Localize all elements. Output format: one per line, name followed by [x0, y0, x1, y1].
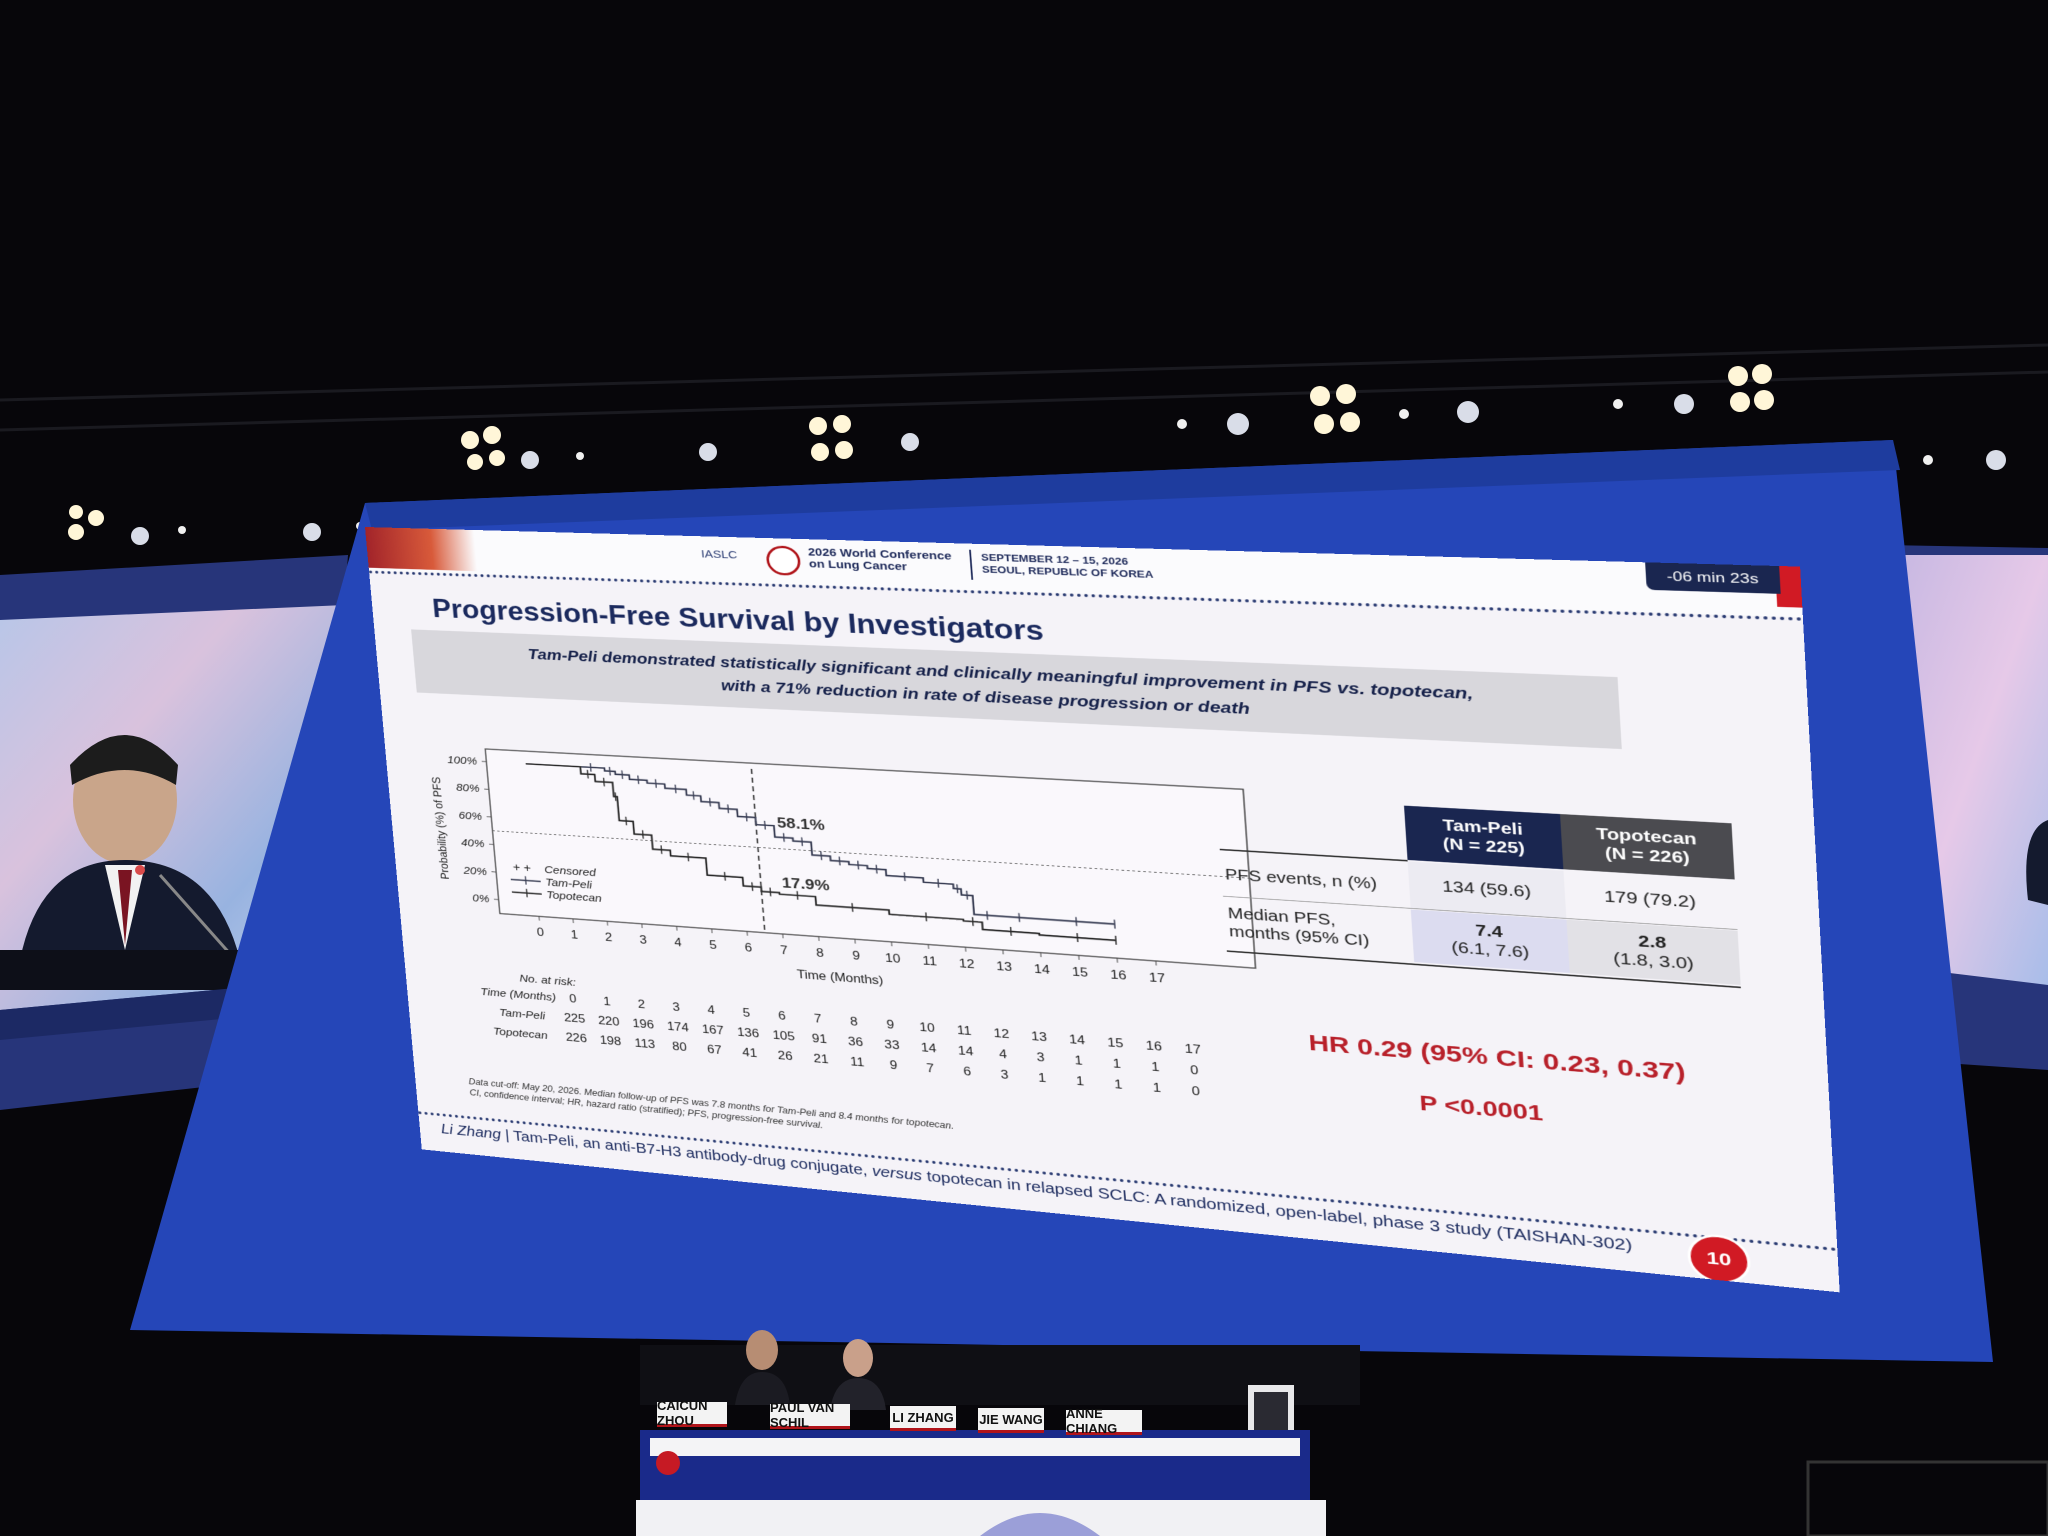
censor-mark	[797, 891, 798, 900]
censor-mark	[661, 845, 662, 854]
censor-mark	[746, 813, 747, 822]
censor-mark	[622, 770, 623, 779]
y-axis-label: Probability (%) of PFS	[430, 776, 452, 879]
risk-value: 196	[627, 1017, 660, 1032]
censor-mark	[1019, 913, 1020, 922]
censor-mark	[626, 817, 627, 826]
x-tick-label: 11	[922, 955, 937, 968]
y-tick-label: 60%	[458, 810, 483, 823]
x-tick-label: 5	[709, 940, 717, 952]
name-plate: CAICUN ZHOU	[657, 1402, 727, 1427]
censor-mark	[938, 879, 939, 888]
risk-time-value: 1	[591, 995, 624, 1010]
censor-mark	[802, 837, 803, 846]
censor-mark	[752, 882, 753, 891]
censor-legend-symbol: + +	[512, 862, 531, 875]
censor-mark	[643, 830, 644, 839]
censor-mark	[783, 833, 784, 842]
x-tick-label: 3	[639, 935, 647, 947]
risk-time-value: 9	[873, 1018, 908, 1034]
risk-time-value: 8	[837, 1015, 872, 1031]
censor-mark	[858, 861, 859, 870]
name-plate: ANNE CHIANG	[1066, 1410, 1142, 1435]
name-plate: LI ZHANG	[890, 1406, 956, 1431]
y-tick-label: 40%	[461, 837, 486, 850]
y-tick-label: 0%	[472, 893, 490, 906]
y-tick-label: 80%	[456, 782, 481, 795]
risk-time-value: 7	[801, 1012, 836, 1028]
censor-mark	[987, 911, 988, 920]
name-plate: PAUL VAN SCHIL	[770, 1404, 850, 1429]
x-tick-label: 1	[570, 930, 578, 942]
risk-time-value: 2	[625, 998, 658, 1013]
censor-mark	[821, 851, 822, 860]
risk-value: 174	[661, 1020, 694, 1035]
censor-mark	[725, 872, 726, 881]
censor-mark	[904, 872, 905, 881]
x-tick-label: 17	[1149, 972, 1166, 986]
survival-annotation: 17.9%	[781, 875, 830, 894]
x-tick-label: 12	[959, 958, 975, 971]
x-tick-label: 9	[852, 950, 860, 963]
risk-time-value: 3	[660, 1000, 693, 1015]
censor-mark	[587, 770, 588, 779]
table-cell: 7.4 (6.1, 7.6)	[1411, 910, 1570, 973]
survival-annotation: 58.1%	[776, 815, 825, 834]
censor-mark	[1077, 933, 1078, 942]
risk-time-value: 4	[694, 1003, 728, 1018]
censor-mark	[604, 778, 605, 787]
legend-swatch-tick	[525, 876, 526, 884]
censor-mark	[765, 821, 766, 830]
censor-mark	[590, 763, 591, 772]
x-tick-label: 7	[780, 945, 788, 957]
x-tick-label: 6	[744, 942, 752, 954]
censor-mark	[1011, 927, 1012, 936]
censor-mark	[972, 917, 973, 926]
censor-mark	[926, 913, 927, 922]
censor-mark	[1076, 917, 1077, 926]
censor-mark	[1114, 920, 1115, 929]
legend-swatch-tick	[526, 889, 527, 897]
censor-mark	[615, 792, 616, 801]
x-tick-label: 13	[996, 961, 1012, 974]
x-tick-label: 0	[536, 927, 544, 939]
censor-mark	[638, 775, 639, 784]
y-tick-label: 100%	[447, 754, 478, 767]
x-tick-label: 2	[605, 932, 613, 944]
censor-mark	[693, 791, 694, 800]
x-tick-label: 8	[816, 948, 824, 961]
risk-value: 220	[592, 1014, 625, 1029]
table-header-topotecan: Topotecan (N = 226)	[1560, 814, 1735, 879]
censor-mark	[710, 798, 711, 807]
x-tick-label: 4	[674, 937, 683, 949]
censor-mark	[876, 865, 877, 874]
censor-mark	[957, 884, 958, 893]
x-tick-label: 15	[1072, 966, 1089, 979]
risk-time-value: 6	[765, 1009, 799, 1025]
censor-mark	[656, 779, 657, 788]
censor-mark	[839, 857, 840, 866]
x-tick-label: 10	[885, 953, 901, 966]
risk-time-value: 5	[730, 1006, 764, 1022]
risk-time-value: 0	[557, 992, 590, 1007]
censor-mark	[967, 891, 968, 900]
name-plate: JIE WANG	[978, 1408, 1044, 1433]
risk-value: 225	[558, 1012, 591, 1027]
table-header-tam-peli: Tam-Peli (N = 225)	[1404, 806, 1563, 870]
censor-mark	[770, 888, 771, 897]
y-tick-label: 20%	[462, 865, 488, 878]
table-corner	[1216, 795, 1408, 861]
x-axis-label: Time (Months)	[797, 969, 884, 988]
x-tick-label: 16	[1110, 969, 1127, 983]
censor-mark	[1116, 936, 1117, 945]
censor-mark	[609, 767, 610, 776]
censor-mark	[728, 804, 729, 813]
censor-mark	[675, 785, 676, 794]
censor-mark	[852, 903, 853, 912]
censor-mark	[688, 853, 689, 862]
x-tick-label: 14	[1034, 964, 1051, 977]
